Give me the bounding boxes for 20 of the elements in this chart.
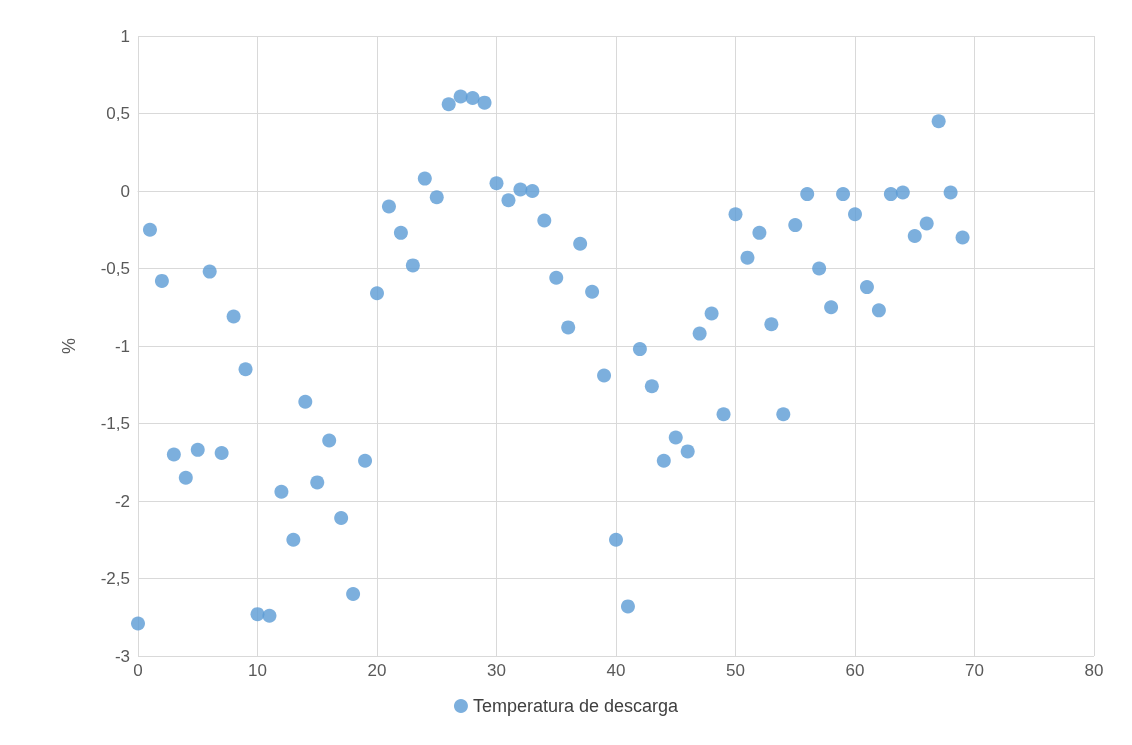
y-tick-label: -1 xyxy=(114,336,130,356)
y-tick-label: -1,5 xyxy=(100,414,130,433)
y-tick-label: -3 xyxy=(114,646,130,666)
x-tick-label: 80 xyxy=(1084,661,1104,680)
x-tick-label: 30 xyxy=(487,661,506,680)
x-tick-label: 50 xyxy=(726,661,745,680)
y-tick-label: 0,5 xyxy=(106,104,130,123)
y-tick-label: 0 xyxy=(120,181,130,201)
x-tick-label: 20 xyxy=(367,661,387,680)
x-tick-label: 40 xyxy=(606,661,626,680)
x-tick-label: 0 xyxy=(133,661,143,680)
x-tick-label: 60 xyxy=(845,661,865,680)
x-tick-label: 70 xyxy=(965,661,984,680)
x-tick-label: 10 xyxy=(248,661,267,680)
y-tick-label: -0,5 xyxy=(100,259,130,278)
y-axis-title: % xyxy=(59,337,79,355)
legend-label: Temperatura de descarga xyxy=(472,696,680,716)
y-tick-label: -2,5 xyxy=(100,569,130,588)
y-tick-label: 1 xyxy=(120,26,130,46)
y-tick-label: -2 xyxy=(114,491,130,511)
